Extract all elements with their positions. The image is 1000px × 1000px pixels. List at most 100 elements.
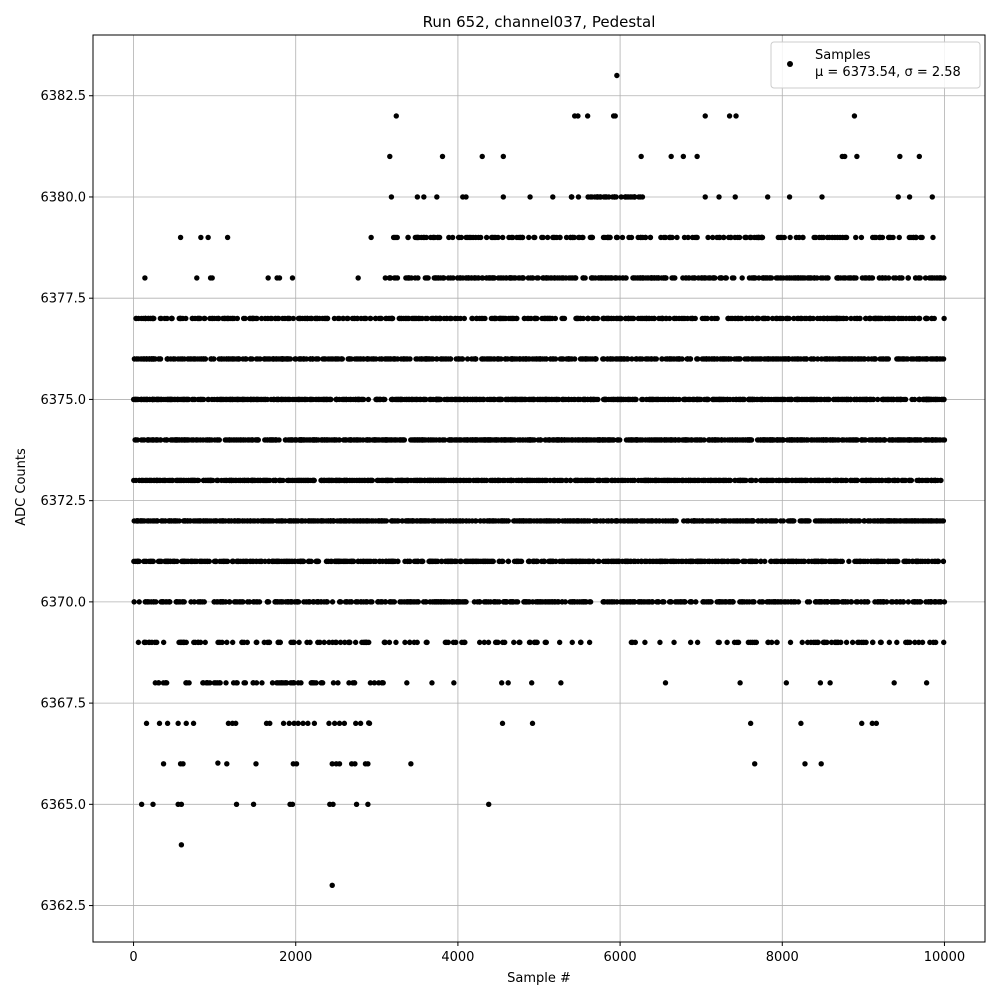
data-point [212,518,218,524]
data-point [928,599,934,605]
data-point [901,396,907,403]
data-point [356,477,362,484]
data-point [563,396,569,403]
data-point [715,437,721,443]
data-point [283,437,289,443]
data-point [766,477,772,484]
data-point [690,558,696,565]
data-point [708,599,714,605]
data-point [384,437,391,443]
data-point [500,639,506,646]
data-point [521,599,527,605]
data-point [548,599,554,605]
data-point [240,437,246,443]
data-point [172,518,179,524]
data-point [240,599,246,605]
data-point [788,518,794,524]
data-point [415,558,421,565]
data-point [750,558,756,565]
data-point [700,599,706,605]
data-point [250,680,256,686]
data-point [772,518,778,524]
data-point [898,518,904,524]
data-point [224,761,230,767]
data-point [177,599,183,605]
data-point [192,396,198,403]
data-point [900,477,907,484]
data-point [590,558,596,565]
data-point [632,396,638,403]
data-point [886,437,893,443]
data-point [473,518,479,524]
data-point [644,558,650,565]
data-point [288,599,294,605]
data-point [869,720,875,727]
data-point [788,396,794,403]
data-point [670,558,676,565]
data-point [542,477,548,484]
data-point [365,761,371,767]
data-point [854,599,861,605]
data-point [892,477,899,484]
data-point [164,720,171,727]
data-point [365,801,371,808]
data-point [425,477,431,484]
data-point [941,396,947,403]
data-point [694,639,701,646]
data-point [286,720,292,727]
data-point [340,396,346,403]
data-point [280,720,287,727]
data-point [735,477,741,484]
data-point [554,599,561,605]
data-point [835,396,841,403]
data-point [824,599,831,605]
data-point [463,477,470,484]
data-point [350,477,356,484]
data-point [693,599,699,605]
data-point [234,680,240,686]
data-point [832,558,839,565]
data-point [396,437,403,443]
data-point [695,477,701,484]
data-point [812,558,818,565]
data-point [729,437,736,443]
data-point [178,801,185,808]
data-point [464,356,471,362]
data-point [932,477,938,484]
data-point [694,396,701,403]
data-point [550,558,556,565]
data-point [633,437,640,443]
data-point [245,477,252,484]
data-point [891,518,897,524]
data-point [542,437,548,443]
data-point [639,518,645,524]
data-point [876,558,882,565]
data-point [476,437,483,443]
data-point [405,477,411,484]
data-point [705,396,711,403]
data-point [827,437,834,443]
data-point [751,599,757,605]
data-point [586,477,592,484]
data-point [205,234,211,241]
data-point [287,680,294,686]
data-point [583,437,590,443]
data-point [188,558,194,565]
data-point [688,599,695,605]
data-point [795,396,801,403]
data-point [294,599,301,605]
data-point [689,437,695,443]
data-point [859,477,865,484]
data-point [350,518,357,524]
data-point [375,599,381,605]
data-point [726,113,733,119]
data-point [658,558,665,565]
data-point [229,639,236,646]
data-point [131,396,138,403]
data-point [853,477,859,484]
data-point [224,639,230,646]
data-point [191,599,198,605]
data-point [453,396,460,403]
data-point [198,234,204,241]
